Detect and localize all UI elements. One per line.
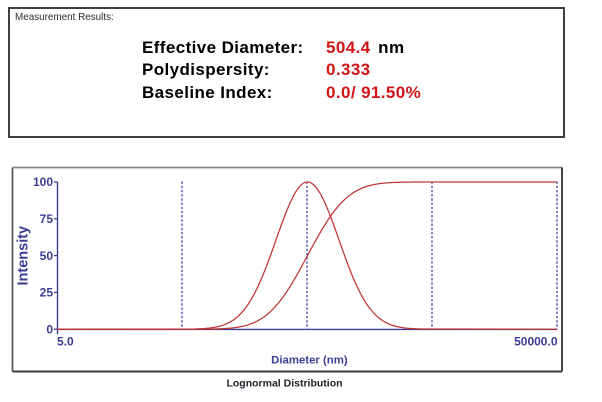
- svg-text:Lognormal Distribution: Lognormal Distribution: [226, 378, 342, 390]
- svg-text:Diameter (nm): Diameter (nm): [271, 355, 348, 367]
- svg-text:50000.0: 50000.0: [514, 335, 558, 349]
- svg-text:25: 25: [40, 286, 54, 300]
- svg-text:50: 50: [40, 249, 54, 263]
- svg-text:Intensity: Intensity: [16, 226, 32, 286]
- svg-text:75: 75: [40, 212, 54, 226]
- svg-text:100: 100: [33, 175, 53, 189]
- svg-text:5.0: 5.0: [57, 335, 74, 349]
- svg-text:0: 0: [46, 322, 53, 336]
